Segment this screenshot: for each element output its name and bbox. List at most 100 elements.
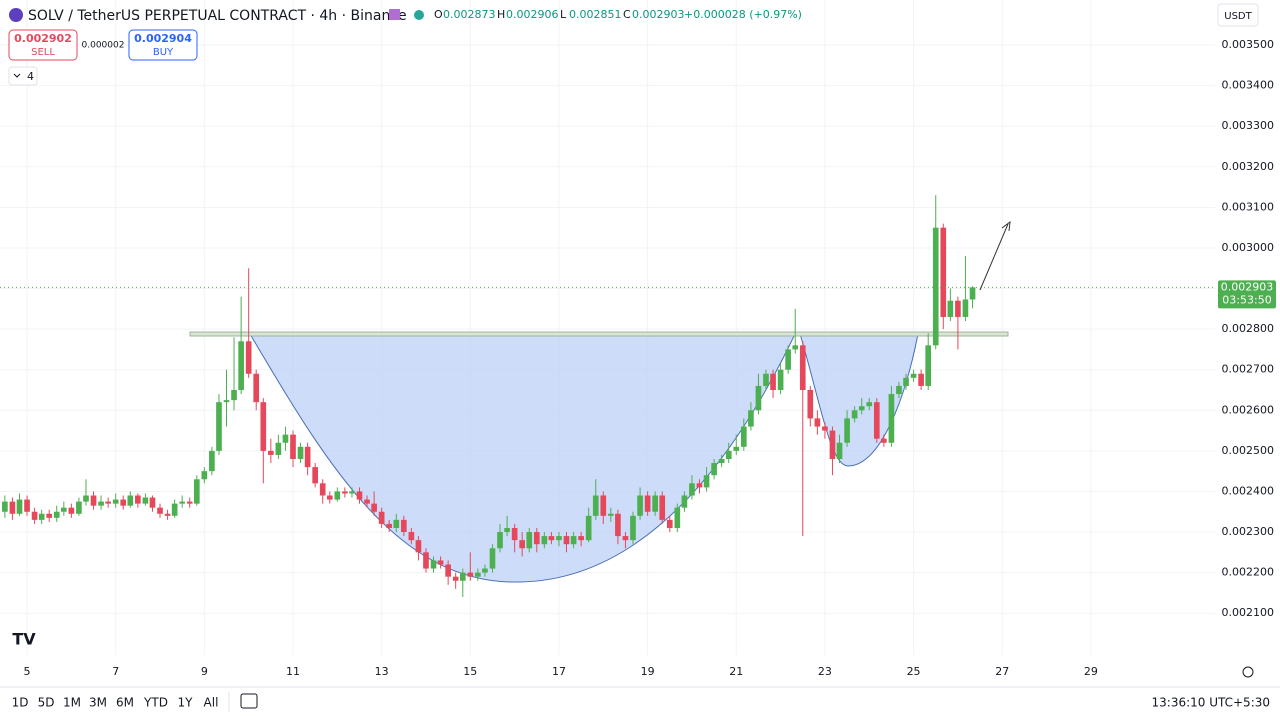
candle-body (437, 560, 444, 565)
candle-body (120, 499, 127, 506)
x-tick-label: 5 (24, 665, 31, 678)
candle-body (157, 507, 163, 514)
y-tick-label: 0.003100 (1222, 200, 1275, 213)
candle-body (504, 527, 510, 533)
candle-body (349, 491, 355, 494)
x-tick-label: 27 (995, 665, 1009, 678)
x-tick-label: 15 (463, 665, 477, 678)
candle-body (164, 513, 171, 516)
timeframe-button[interactable]: 5D (38, 696, 55, 710)
candle-body (792, 345, 799, 350)
candle-body (193, 479, 200, 504)
candle-body (955, 300, 961, 317)
candle-body (740, 426, 747, 447)
quote-label: C (623, 8, 631, 21)
candle-body (127, 495, 134, 506)
sell-button[interactable] (8, 29, 78, 61)
currency: USDT (1224, 11, 1252, 22)
candle-body (304, 446, 311, 468)
x-tick-label: 7 (112, 665, 119, 678)
candle-body (563, 536, 570, 545)
candle-body (201, 471, 208, 480)
candle-body (378, 511, 385, 524)
candle-body (903, 377, 909, 386)
candle-body (962, 299, 969, 317)
timeframe-button[interactable]: 1Y (178, 696, 194, 710)
candle-body (319, 483, 326, 496)
candle-body (910, 373, 917, 378)
quote-label: L (560, 8, 567, 21)
candle-body (112, 499, 119, 504)
candle-body (38, 513, 45, 520)
timeframe-button[interactable]: 1M (63, 696, 81, 710)
candle-body (718, 458, 725, 464)
candle-body (290, 434, 296, 459)
candle-body (142, 497, 149, 504)
candle-body (844, 418, 850, 443)
candle-body (186, 501, 193, 504)
settings-icon[interactable] (1242, 666, 1254, 678)
candle-body (585, 515, 592, 541)
candle-body (652, 495, 658, 512)
candle-body (947, 300, 954, 317)
x-tick-label: 25 (907, 665, 921, 678)
candle-body (482, 568, 488, 573)
indicators-toggle[interactable] (8, 66, 38, 86)
candle-body (785, 349, 791, 370)
plot (0, 0, 1215, 655)
candle-body (31, 511, 38, 520)
candle-body (179, 501, 186, 504)
date-range-icon[interactable] (240, 693, 258, 709)
symbol-icon (9, 8, 23, 22)
candle-body (149, 497, 156, 508)
candle-body (896, 385, 902, 395)
x-tick-label: 11 (286, 665, 300, 678)
candle-body (940, 227, 947, 317)
candle-body (342, 491, 348, 494)
candle-body (2, 501, 8, 512)
candle-body (556, 536, 562, 541)
quote-value: 0.002903 (632, 8, 685, 21)
timeframe-button[interactable]: All (204, 696, 219, 710)
currency-button[interactable] (1217, 3, 1259, 27)
candle-body (607, 513, 614, 516)
price-marker-value: 0.002903 (1221, 280, 1274, 293)
buy-button[interactable] (128, 29, 198, 61)
candle-body (275, 442, 282, 455)
status-dot (414, 10, 424, 20)
timeframe-button[interactable]: YTD (143, 696, 168, 710)
price-marker-countdown: 03:53:50 (1222, 293, 1271, 306)
x-tick-label: 23 (818, 665, 832, 678)
candle-body (519, 540, 525, 549)
timeframe-button[interactable]: 3M (89, 696, 107, 710)
y-tick-label: 0.002600 (1222, 403, 1275, 416)
x-tick-label: 17 (552, 665, 566, 678)
clock: 13:36:10 UTC+5:30 (1152, 696, 1271, 710)
candle-body (763, 373, 769, 386)
candle-body (415, 540, 422, 553)
candle-body (245, 341, 252, 374)
candle-body (822, 426, 828, 431)
candle-body (393, 519, 400, 528)
candles (2, 195, 976, 597)
quote-value: 0.002851 (569, 8, 622, 21)
candle-body (334, 491, 341, 500)
flag-icon[interactable] (389, 9, 400, 20)
candle-body (873, 402, 880, 439)
candle-body (578, 536, 584, 541)
indicator-count: 4 (27, 70, 34, 83)
candle-body (223, 400, 230, 403)
candle-body (770, 373, 776, 390)
candle-body (90, 495, 97, 506)
spread: 0.000002 (82, 41, 125, 51)
candle-body (615, 513, 621, 537)
candle-body (659, 495, 666, 520)
candle-body (171, 503, 178, 516)
candle-body (541, 536, 548, 545)
timeframe-button[interactable]: 6M (116, 696, 134, 710)
candle-body (497, 532, 503, 549)
timeframe-button[interactable]: 1D (12, 696, 29, 710)
candle-body (386, 523, 393, 528)
